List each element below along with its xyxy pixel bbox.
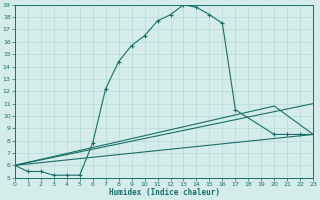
X-axis label: Humidex (Indice chaleur): Humidex (Indice chaleur) — [108, 188, 220, 197]
